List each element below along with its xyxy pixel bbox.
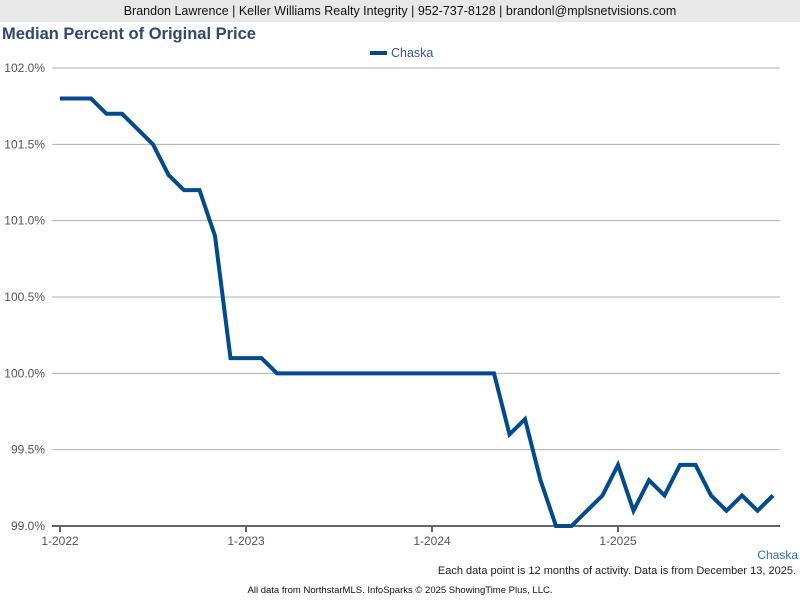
data-point [647, 478, 651, 482]
data-point [182, 188, 186, 192]
y-tick-label: 100.5% [4, 290, 45, 304]
data-point [477, 371, 481, 375]
data-point [244, 356, 248, 360]
data-point [554, 524, 558, 528]
data-point [384, 371, 388, 375]
data-point [461, 371, 465, 375]
data-point [570, 524, 574, 528]
data-point [136, 127, 140, 131]
x-tick-label: 1-2024 [413, 534, 451, 548]
data-point [694, 463, 698, 467]
legend[interactable]: Chaska [370, 46, 433, 60]
data-point [291, 371, 295, 375]
data-point [709, 493, 713, 497]
data-point [337, 371, 341, 375]
x-tick-label: 1-2022 [41, 534, 79, 548]
data-point [632, 509, 636, 513]
data-point [275, 371, 279, 375]
x-tick-label: 1-2025 [599, 534, 637, 548]
data-point [430, 371, 434, 375]
y-tick-label: 101.0% [4, 214, 45, 228]
data-point [616, 463, 620, 467]
data-point [368, 371, 372, 375]
data-point [120, 112, 124, 116]
chart-title: Median Percent of Original Price [2, 25, 256, 43]
data-point [585, 509, 589, 513]
source-credit: All data from NorthstarMLS. InfoSparks ©… [247, 585, 553, 596]
y-tick-label: 99.0% [11, 519, 45, 533]
data-point [322, 371, 326, 375]
data-point [306, 371, 310, 375]
legend-label: Chaska [391, 46, 434, 60]
y-tick-label: 99.5% [11, 443, 45, 457]
data-point [58, 97, 62, 101]
series-line-chaska [60, 96, 775, 528]
data-point [601, 493, 605, 497]
data-point [539, 478, 543, 482]
data-point [415, 371, 419, 375]
series-end-label: Chaska [757, 548, 798, 562]
data-point [105, 112, 109, 116]
data-point [229, 356, 233, 360]
y-tick-label: 100.0% [4, 366, 45, 380]
data-point [771, 493, 775, 497]
data-point [756, 509, 760, 513]
y-tick-label: 101.5% [4, 137, 45, 151]
legend-swatch [370, 51, 387, 55]
agent-contact-header: Brandon Lawrence | Keller Williams Realt… [0, 0, 800, 22]
data-point [678, 463, 682, 467]
data-point [492, 371, 496, 375]
data-point [89, 97, 93, 101]
data-point [198, 188, 202, 192]
data-note: Each data point is 12 months of activity… [437, 565, 796, 577]
data-point [74, 97, 78, 101]
data-point [523, 417, 527, 421]
data-point [151, 142, 155, 146]
data-point [353, 371, 357, 375]
data-point [167, 173, 171, 177]
y-tick-label: 102.0% [4, 61, 45, 75]
data-point [213, 234, 217, 238]
data-point [446, 371, 450, 375]
x-tick-label: 1-2023 [227, 534, 265, 548]
data-point [399, 371, 403, 375]
data-point [740, 493, 744, 497]
data-point [508, 432, 512, 436]
data-point [260, 356, 264, 360]
data-point [663, 493, 667, 497]
data-point [725, 509, 729, 513]
